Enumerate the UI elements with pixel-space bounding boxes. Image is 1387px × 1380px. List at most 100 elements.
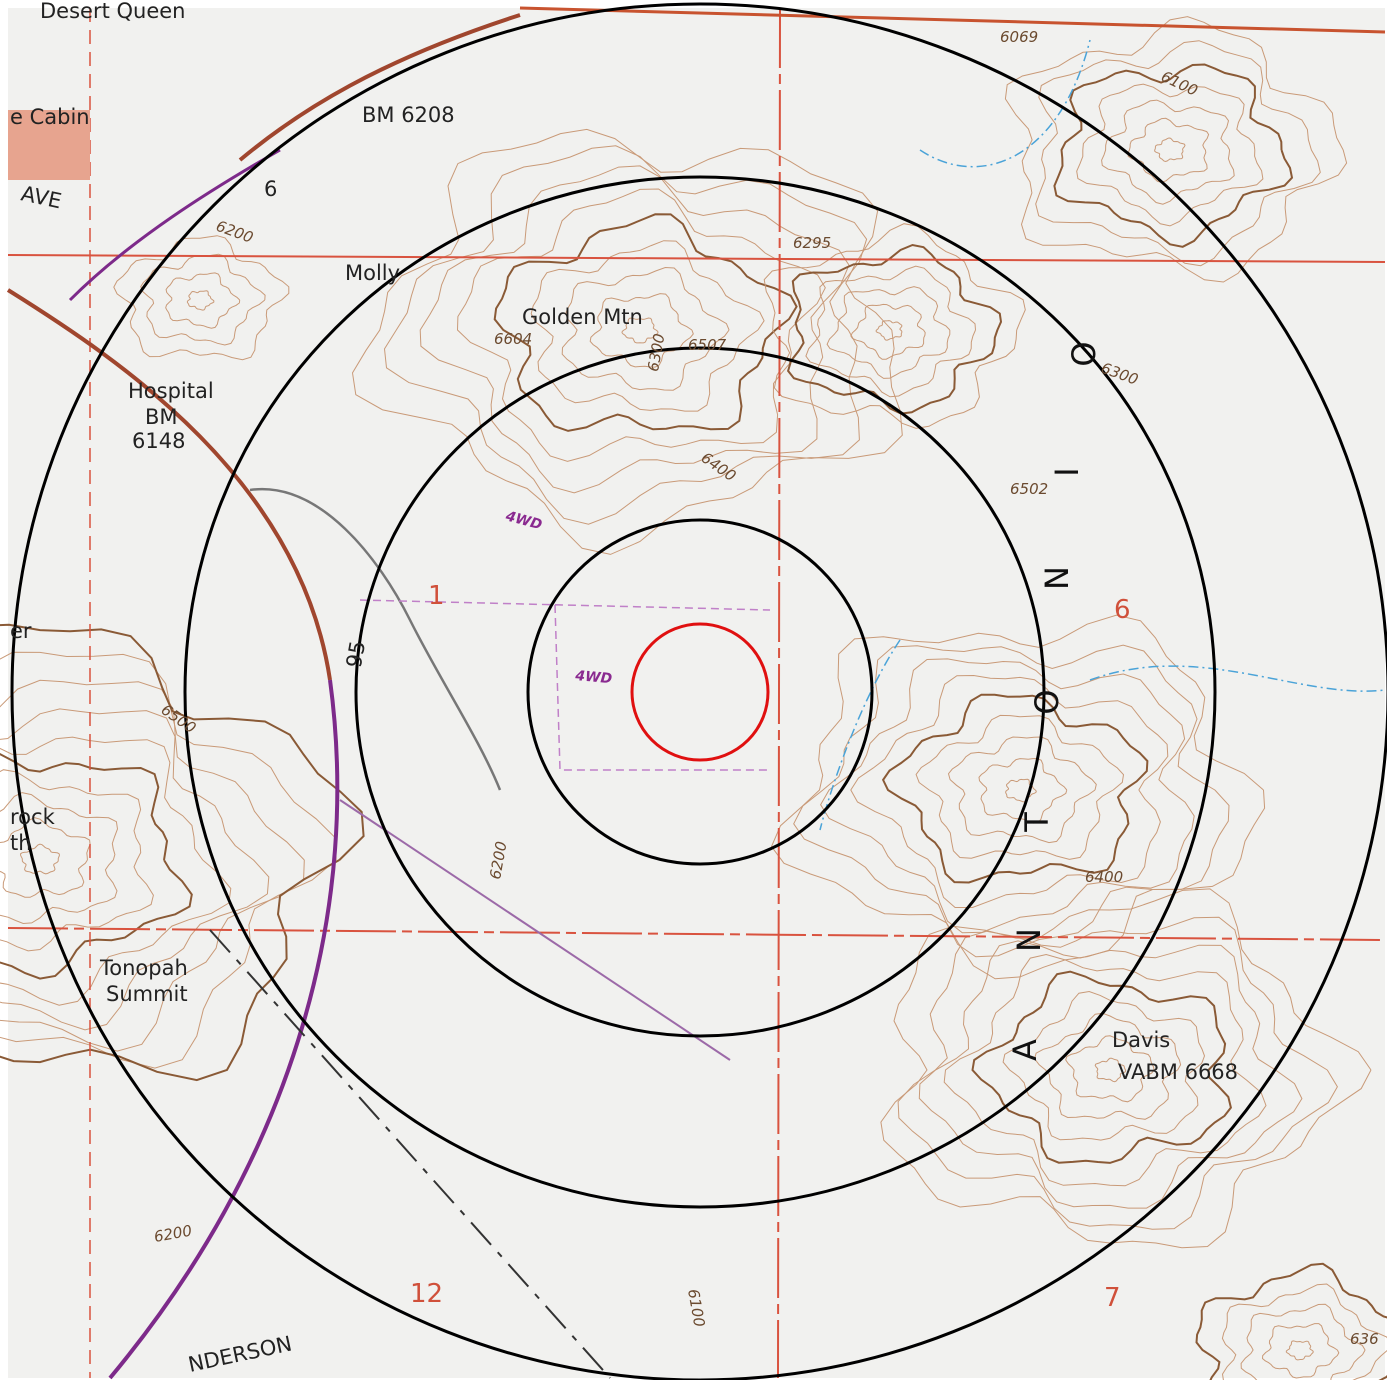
highway [6,288,332,681]
elevation-label: 636 [1350,1330,1379,1348]
valley-letter: N [1038,566,1076,590]
contours [0,16,1387,1380]
town-block [8,110,90,180]
roads [6,13,1386,1380]
contour-line [850,303,926,360]
contour-line [943,953,1267,1187]
contour-line [1034,1012,1182,1120]
contour-line [351,128,903,555]
place-label: th [10,831,32,855]
contour-line [805,265,976,398]
elevation-label: 6069 [1000,28,1038,46]
contour-line [1094,1057,1127,1083]
contour-line [763,223,1026,429]
contour-line [589,293,694,368]
elevation-label: 6400 [1085,868,1123,886]
contour-line [0,769,154,952]
contour-line [1053,63,1294,248]
place-label: Hospital [128,379,214,403]
contour-line [880,888,1372,1249]
contour-line [1002,990,1206,1141]
stream [819,39,1386,831]
contour-line [383,145,868,525]
section-line [7,254,1386,263]
contour-line [530,240,765,412]
contour-line [1154,137,1186,163]
place-label: rock [10,805,56,829]
contour-line [0,752,193,980]
section-number: 7 [1104,1283,1121,1313]
contour-line [621,317,659,344]
place-label: Molly [345,261,400,285]
elevation-label: 6502 [1010,480,1048,498]
map-background [8,8,1385,1378]
range-ring [10,2,1387,1380]
place-label: Davis [1112,1028,1170,1052]
contour-line [19,843,60,875]
contour-line [186,290,215,311]
target-ring [630,622,770,762]
range-rings [10,2,1387,1380]
route-shield: 95 [342,639,370,669]
highway [68,148,281,302]
benchmark-label: BM [145,405,178,429]
place-label: Summit [106,982,188,1006]
valley-letter: I [1048,467,1086,476]
contour-line [1221,1283,1387,1380]
contour-line [1240,1303,1366,1380]
trail [359,599,771,771]
contour-line [947,736,1097,844]
highway [238,13,521,162]
elevation-label: 6295 [793,234,831,252]
valley-letter: A [1006,1039,1044,1061]
contour-line [561,266,730,391]
range-ring [354,346,1046,1038]
contour-line [1101,99,1235,205]
contour-line [786,243,1003,415]
contour-line [1076,83,1264,227]
section-number: 12 [410,1279,443,1309]
route-shield: 6 [264,177,277,201]
section-line [777,7,781,1379]
place-label: Desert Queen [40,0,185,23]
contour-line [971,970,1232,1164]
contour-line [0,708,270,1031]
contour-line [1127,117,1210,183]
contour-line [1035,40,1321,267]
place-label: Tonopah [99,956,188,980]
place-label: er [10,619,32,643]
contour-line [1004,16,1348,283]
contour-line [1261,1323,1340,1379]
section-line [7,927,1386,941]
benchmark-label: VABM 6668 [1118,1060,1238,1084]
valley-letter: O [1065,341,1103,366]
contour-line [897,916,1338,1230]
section-number: 6 [1114,595,1131,625]
boundary [209,929,611,1379]
valley-letter: T [1018,812,1056,833]
contour-line [165,272,241,329]
contour-line [1285,1340,1314,1361]
contour-line [850,674,1169,908]
contour-line [978,757,1068,824]
contour-line [820,658,1195,934]
contour-line [0,792,119,925]
contour-line [0,736,232,1006]
section-number: 1 [428,581,445,611]
contour-line [770,614,1266,980]
elevation-label: 6604 [494,330,532,348]
contour-line [793,644,1230,958]
place-label: Golden Mtn [522,305,643,329]
grid-lines [7,6,1386,1379]
highway [108,679,340,1380]
place-label: e Cabin [10,105,90,129]
contour-line [1065,1035,1155,1103]
road-label: 4WD [574,668,613,687]
contour-line [881,693,1149,884]
section-line [519,6,1386,34]
contour-line [493,213,798,432]
contour-line [0,651,337,1069]
contour-line [0,817,91,898]
contour-line [875,320,903,341]
